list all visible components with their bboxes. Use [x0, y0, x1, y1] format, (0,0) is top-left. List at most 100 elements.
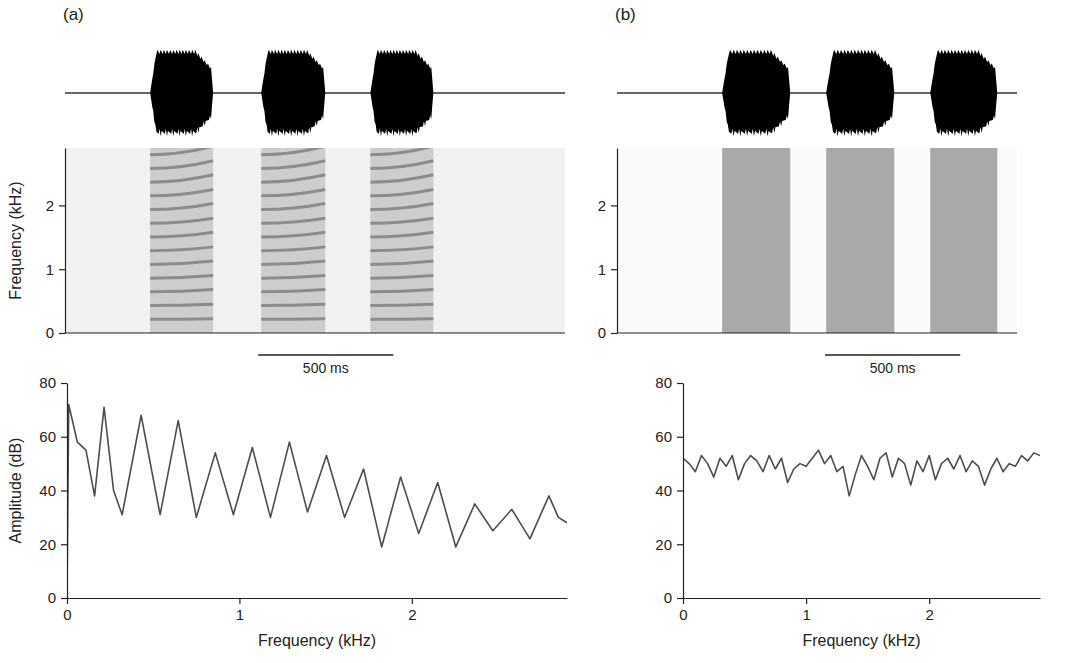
tick-mark — [412, 598, 413, 604]
tick-label: 0 — [63, 606, 71, 623]
harmonic — [261, 189, 325, 195]
tick-label: 40 — [655, 482, 672, 499]
waveform-burst — [930, 50, 997, 136]
tick: 2 — [598, 197, 617, 214]
waveform-burst — [722, 50, 790, 136]
harmonic — [261, 247, 325, 251]
harmonic — [261, 232, 325, 237]
tick-label: 1 — [236, 606, 244, 623]
tick-label: 1 — [46, 261, 54, 278]
harmonic — [370, 204, 433, 210]
tick-mark — [61, 544, 67, 545]
y-axis: 020406080 — [655, 374, 683, 606]
waveform-plot — [65, 50, 565, 136]
tick-mark — [59, 269, 65, 270]
tick: 0 — [48, 589, 67, 606]
y-axis: 012 — [598, 149, 618, 342]
tick-label: 2 — [598, 197, 606, 214]
tick-label: 2 — [926, 606, 934, 623]
harmonic — [150, 204, 213, 210]
x-axis: 012 — [679, 598, 1040, 623]
y-axis-title: Frequency (kHz) — [7, 181, 24, 299]
scale-bar — [825, 354, 960, 356]
harmonic — [370, 232, 433, 237]
harmonic — [150, 276, 213, 279]
harmonic — [150, 218, 213, 223]
tick: 2 — [46, 197, 65, 214]
y-axis: 020406080 — [39, 374, 67, 606]
tick: 80 — [655, 374, 683, 391]
plot-background — [617, 148, 1017, 333]
tick-mark — [677, 437, 683, 438]
tick: 40 — [39, 482, 67, 499]
harmonic — [261, 261, 325, 265]
waveform-burst — [826, 50, 894, 136]
tick: 80 — [39, 374, 67, 391]
harmonic — [261, 218, 325, 223]
harmonic — [370, 189, 433, 195]
harmonic — [370, 148, 433, 155]
harmonic — [150, 189, 213, 195]
x-axis-line — [65, 332, 565, 333]
y-axis-line — [67, 384, 68, 599]
y-axis-line — [617, 149, 618, 334]
harmonic — [150, 175, 213, 182]
spectrogram-plot — [65, 148, 565, 333]
tick-mark — [61, 598, 67, 599]
scale-bar-label: 500 ms — [870, 360, 916, 376]
tick-mark — [611, 205, 617, 206]
harmonic — [150, 148, 213, 155]
burst — [150, 148, 213, 333]
tick-mark — [61, 437, 67, 438]
harmonic — [370, 290, 433, 292]
burst — [261, 148, 325, 333]
tick-mark — [611, 269, 617, 270]
tick-mark — [59, 333, 65, 334]
tick-mark — [611, 333, 617, 334]
harmonic — [150, 304, 213, 305]
spectrum-line — [67, 405, 567, 593]
tick-mark — [929, 598, 930, 604]
line-plot — [67, 405, 567, 593]
y-axis: 0 1 2 — [46, 149, 66, 342]
harmonic — [370, 175, 433, 182]
waveform-burst — [150, 50, 213, 136]
tick-mark — [239, 598, 240, 604]
tick-mark — [61, 383, 67, 384]
harmonic — [150, 161, 213, 169]
burst — [370, 148, 433, 333]
tick-mark — [677, 544, 683, 545]
tick-mark — [67, 598, 68, 604]
harmonic — [261, 204, 325, 210]
panel-label: (a) — [63, 5, 84, 24]
scale-bar-label: 500 ms — [303, 360, 349, 376]
tick: 0 — [679, 598, 687, 623]
harmonic — [370, 261, 433, 265]
tick: 40 — [655, 482, 683, 499]
harmonic — [150, 232, 213, 237]
tick: 20 — [655, 536, 683, 553]
harmonic — [370, 304, 433, 305]
x-axis-line — [684, 598, 1041, 599]
tick-label: 40 — [39, 482, 56, 499]
tick-mark — [59, 205, 65, 206]
harmonic — [150, 247, 213, 251]
x-axis-title: Frequency (kHz) — [802, 632, 920, 649]
tick-label: 2 — [408, 606, 416, 623]
tick-label: 20 — [39, 536, 56, 553]
spectrogram-plot — [617, 148, 1017, 333]
plot-background — [65, 148, 565, 333]
tick-label: 0 — [46, 324, 54, 341]
tick-label: 1 — [598, 261, 606, 278]
harmonic — [150, 290, 213, 292]
tick-mark — [677, 598, 683, 599]
tick: 60 — [655, 428, 683, 445]
figure: (a)012Frequency (kHz)500 ms012020406080F… — [0, 0, 1071, 663]
tick-label: 20 — [655, 536, 672, 553]
tick-label: 80 — [39, 374, 56, 391]
harmonic — [370, 276, 433, 279]
tick: 1 — [236, 598, 244, 623]
tick-mark — [61, 490, 67, 491]
tick-mark — [677, 383, 683, 384]
tick: 1 — [598, 261, 617, 278]
